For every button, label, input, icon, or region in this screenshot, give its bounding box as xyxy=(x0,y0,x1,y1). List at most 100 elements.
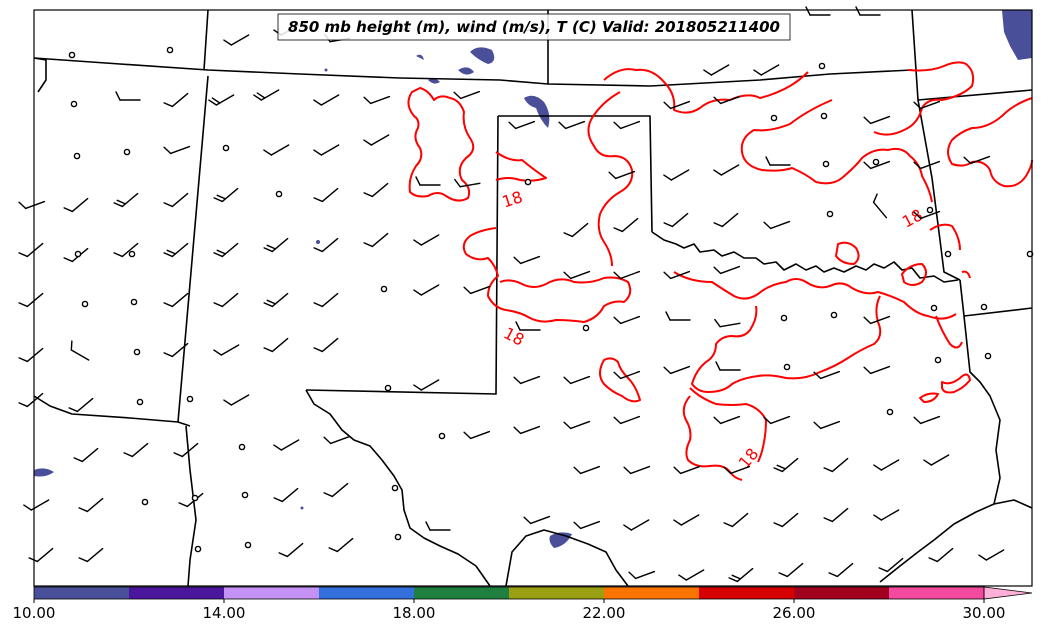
calm-station xyxy=(275,190,283,198)
calm-station xyxy=(380,285,388,293)
wind-barb xyxy=(263,292,289,308)
wind-barb xyxy=(223,34,250,46)
wind-barb xyxy=(723,512,749,528)
wind-barb xyxy=(713,265,741,275)
calm-station xyxy=(123,148,131,156)
colorbar-tick-label: 30.00 xyxy=(963,604,1006,622)
mexico-sonora-line xyxy=(185,425,197,587)
colorado-new-mexico-line xyxy=(177,75,209,423)
wind-barb xyxy=(558,120,586,130)
colorbar-ticks: 10.00 14.00 18.00 22.00 26.00 30.00 xyxy=(13,599,1006,622)
wind-barb xyxy=(773,512,799,528)
contour-arkansas-south xyxy=(935,315,963,349)
wind-barb xyxy=(823,457,849,473)
wind-barb xyxy=(828,562,854,578)
colorado-kansas-boundary xyxy=(33,57,913,87)
calm-station xyxy=(68,51,76,59)
wind-barb xyxy=(613,120,641,130)
wind-barb xyxy=(613,217,639,233)
contour-arkansas-east xyxy=(947,97,1033,188)
contour-red-river-west xyxy=(901,263,927,286)
calm-station xyxy=(70,100,78,108)
red-river xyxy=(651,231,959,283)
new-mexico-colorado-boundary xyxy=(203,9,209,71)
wind-barb xyxy=(715,361,741,371)
wind-barb xyxy=(765,156,791,166)
panhandle-west-line xyxy=(305,115,499,395)
wind-barb xyxy=(913,210,941,220)
colorbar-segment xyxy=(319,587,415,599)
calm-station xyxy=(186,395,194,403)
mexico-east-border xyxy=(505,529,629,587)
wind-barb xyxy=(363,232,389,248)
wind-barb xyxy=(773,457,799,473)
wind-barb xyxy=(863,115,891,125)
wind-barb xyxy=(573,520,601,530)
colorbar-tick-label: 14.00 xyxy=(203,604,246,622)
calm-station xyxy=(241,491,249,499)
wind-barb xyxy=(963,155,991,165)
wind-barb xyxy=(513,255,541,265)
wind-barb xyxy=(28,547,54,563)
wind-barb xyxy=(663,365,691,375)
wind-barb xyxy=(872,193,888,219)
contour-panhandle xyxy=(462,227,632,323)
state-boundaries xyxy=(33,9,1033,587)
wind-barb xyxy=(313,94,340,106)
wind-barb xyxy=(823,507,849,523)
calm-station xyxy=(783,363,791,371)
wind-barb xyxy=(855,6,881,16)
wind-barb xyxy=(613,315,641,325)
wind-barb xyxy=(263,144,290,156)
wind-barb xyxy=(713,415,741,425)
wind-barb xyxy=(113,192,139,208)
wind-barb xyxy=(313,237,339,253)
calm-station xyxy=(73,152,81,160)
colorbar-tick-label: 26.00 xyxy=(773,604,816,622)
contour-east-small xyxy=(919,392,939,403)
wind-barb xyxy=(778,562,804,578)
wind-barb xyxy=(463,430,491,440)
wind-barb xyxy=(763,220,791,230)
wind-barb xyxy=(928,547,954,563)
wind-barb xyxy=(454,178,481,188)
wind-barb xyxy=(273,439,300,451)
contour-central-texas-loop xyxy=(599,357,641,403)
wind-barb xyxy=(563,420,591,430)
contour-far-east xyxy=(961,270,971,279)
calm-station xyxy=(244,541,252,549)
wind-barb xyxy=(913,100,941,110)
wind-barb xyxy=(703,64,730,76)
shaded-area-dot-3 xyxy=(300,506,304,510)
wind-barb xyxy=(163,242,189,258)
wind-barb xyxy=(163,192,189,208)
wind-barb xyxy=(913,415,941,425)
colorbar: 10.00 14.00 18.00 22.00 26.00 30.00 xyxy=(13,586,1033,622)
calm-station xyxy=(141,498,149,506)
wind-barb xyxy=(753,64,780,76)
wind-barb xyxy=(613,270,641,280)
west-state-line xyxy=(33,395,179,423)
wind-barb xyxy=(613,415,641,425)
wind-barb xyxy=(163,145,191,155)
wind-barb xyxy=(608,170,636,180)
calm-station xyxy=(780,314,788,322)
wind-barb xyxy=(413,234,440,246)
wind-barb xyxy=(18,347,44,363)
wind-barb xyxy=(123,442,149,458)
wind-barb xyxy=(273,487,299,503)
colorbar-segment xyxy=(889,587,985,599)
calm-station xyxy=(822,160,830,168)
louisiana-coast xyxy=(993,499,1033,509)
calm-station xyxy=(984,352,992,360)
wind-barb xyxy=(278,542,304,558)
shaded-area-dot-2 xyxy=(316,240,320,244)
colorbar-tick-label: 18.00 xyxy=(393,604,436,622)
shaded-area-kansas-2 xyxy=(470,47,495,64)
wind-barb xyxy=(873,459,900,471)
shaded-area-kansas-3 xyxy=(458,67,474,75)
colorbar-segment xyxy=(129,587,225,599)
wind-barb xyxy=(573,465,601,475)
wind-barb xyxy=(263,337,289,353)
map-title: 850 mb height (m), wind (m/s), T (C) Val… xyxy=(288,18,780,36)
